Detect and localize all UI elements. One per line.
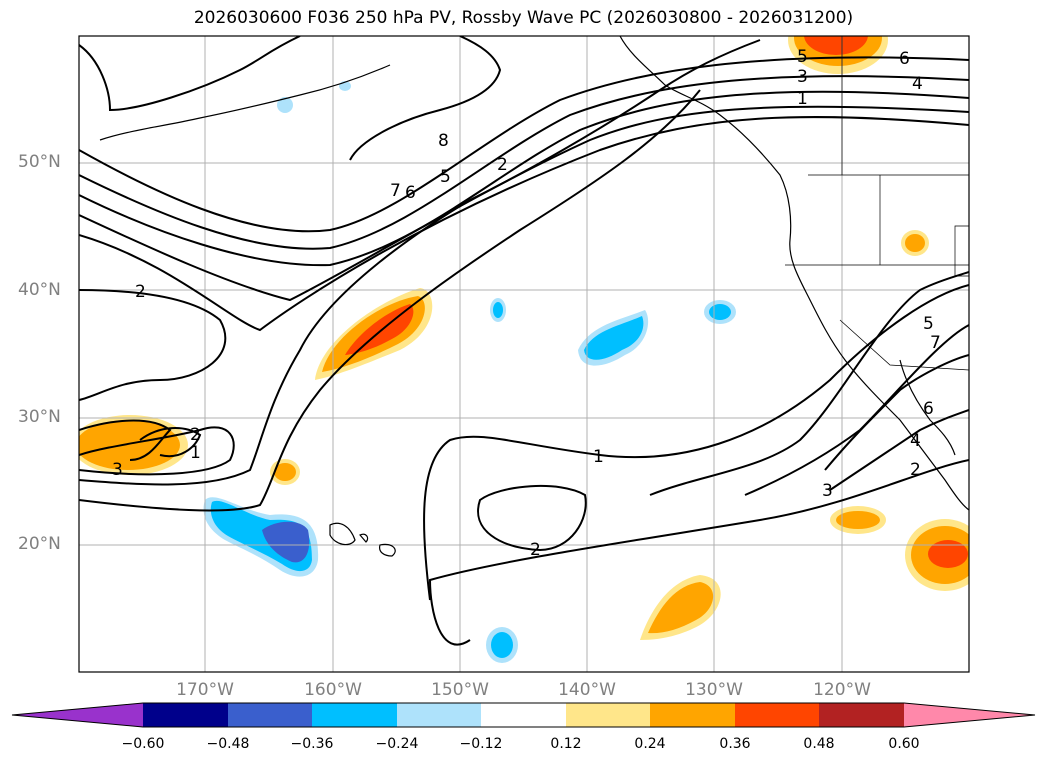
contour-label: 2 (135, 282, 146, 302)
map-title: 2026030600 F036 250 hPa PV, Rossby Wave … (193, 8, 854, 28)
colorbar-tick: 0.60 (888, 736, 920, 752)
lat-label: 50°N (18, 152, 61, 172)
contour-label: 7 (390, 181, 401, 201)
contour-labels: 8 7 6 5 2 2 5 3 6 4 1 1 2 3 5 7 6 4 2 3 (112, 47, 941, 560)
lon-label: 120°W (813, 680, 871, 700)
colorbar-tick: 0.24 (634, 736, 666, 752)
contour-label: 8 (438, 131, 449, 151)
colorbar-bin (397, 703, 481, 727)
gridlines (79, 36, 969, 672)
lon-label: 160°W (304, 680, 362, 700)
lon-label: 170°W (176, 680, 234, 700)
colorbar-tick: −0.60 (121, 736, 165, 752)
contour-label: 7 (930, 333, 941, 353)
contour-label: 5 (797, 47, 808, 67)
lat-label: 30°N (18, 407, 61, 427)
colorbar (11, 702, 1036, 728)
colorbar-bin (143, 703, 228, 727)
colorbar-extend-low (12, 703, 143, 727)
colorbar-bin (566, 703, 650, 727)
colorbar-tick: −0.48 (206, 736, 250, 752)
contour-label: 6 (923, 399, 934, 419)
contour-label: 4 (912, 74, 923, 94)
colorbar-tick: −0.36 (290, 736, 334, 752)
colorbar-tick: 0.48 (803, 736, 835, 752)
contour-label: 2 (190, 425, 201, 445)
contour-label: 4 (910, 431, 921, 451)
negative-anomaly-regions (203, 81, 736, 663)
colorbar-bin (481, 703, 566, 727)
borders (785, 36, 969, 371)
colorbar-bin (819, 703, 904, 727)
lat-label: 20°N (18, 534, 61, 554)
colorbar-bin (650, 703, 735, 727)
pv-contours (79, 36, 969, 646)
contour-label: 3 (797, 67, 808, 87)
contour-label: 2 (530, 540, 541, 560)
contour-label: 1 (593, 447, 604, 467)
contour-label: 1 (797, 89, 808, 109)
contour-label: 5 (923, 314, 934, 334)
colorbar-tick: −0.12 (459, 736, 503, 752)
lon-label: 130°W (685, 680, 743, 700)
colorbar-tick: 0.36 (719, 736, 751, 752)
contour-label: 3 (822, 481, 833, 501)
lon-label: 150°W (431, 680, 489, 700)
positive-anomaly-regions (79, 36, 969, 640)
colorbar-bin (228, 703, 312, 727)
contour-label: 3 (112, 460, 123, 480)
lat-label: 40°N (18, 280, 61, 300)
colorbar-tick: 0.12 (550, 736, 582, 752)
contour-label: 2 (910, 460, 921, 480)
contour-label: 2 (497, 155, 508, 175)
colorbar-extend-high (904, 703, 1035, 727)
colorbar-bin (312, 703, 397, 727)
colorbar-tick: −0.24 (375, 736, 419, 752)
colorbar-bin (735, 703, 819, 727)
map-frame (78, 35, 970, 673)
contour-label: 6 (899, 49, 910, 69)
contour-label: 6 (405, 183, 416, 203)
contour-label: 1 (190, 443, 201, 463)
lon-label: 140°W (558, 680, 616, 700)
contour-label: 5 (440, 167, 451, 187)
